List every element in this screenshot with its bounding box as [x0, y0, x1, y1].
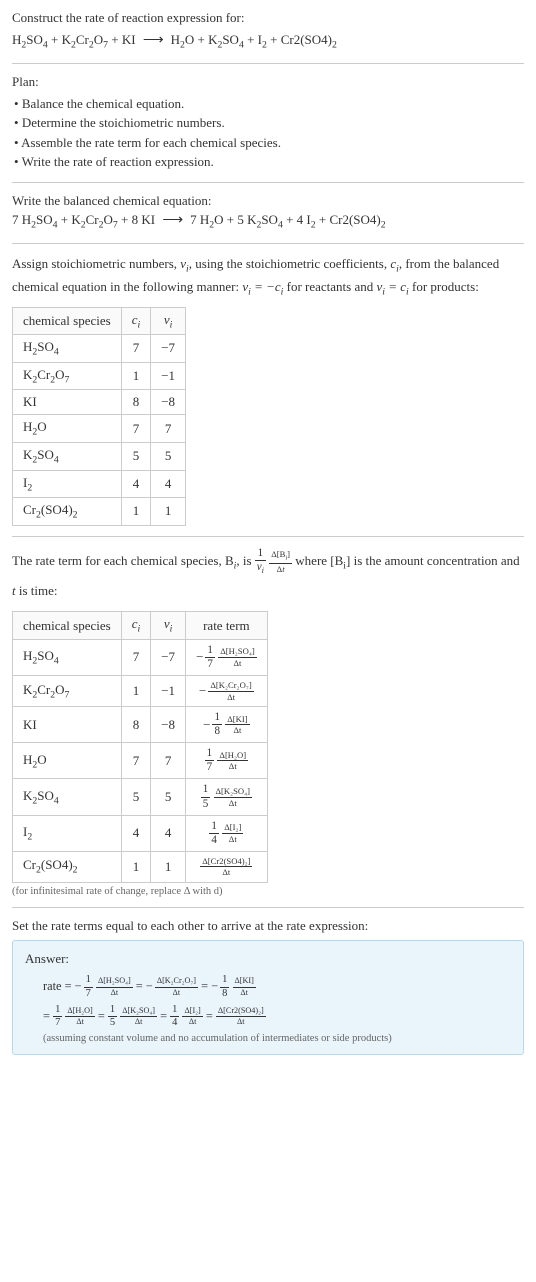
delta-frac: Δ[K₂Cr₂O₇]Δt: [155, 976, 198, 997]
coef-frac: 17: [53, 1004, 62, 1030]
coef-frac: 18: [220, 974, 229, 1000]
minus-sign: −: [75, 973, 82, 1000]
final-section: Set the rate terms equal to each other t…: [12, 918, 524, 1055]
unbalanced-equation: H2SO4 + K2Cr2O7 + KI ⟶ H2O + K2SO4 + I2 …: [12, 29, 524, 53]
table-header-row: chemical species ci νi rate term: [13, 612, 268, 640]
rate-term-cell: 14 Δ[I₂]Δt: [186, 815, 268, 851]
problem-header: Construct the rate of reaction expressio…: [12, 8, 524, 53]
final-intro: Set the rate terms equal to each other t…: [12, 918, 524, 934]
plan-section: Plan: • Balance the chemical equation. •…: [12, 74, 524, 172]
table-header-row: chemical species ci νi: [13, 307, 186, 335]
answer-label: Answer:: [25, 951, 511, 967]
rate-line: rate = −17 Δ[H₂SO₄]Δt = −Δ[K₂Cr₂O₇]Δt = …: [43, 973, 511, 1001]
table-row: H2SO47−7−17 Δ[H₂SO₄]Δt: [13, 639, 268, 675]
table-row: K2SO455: [13, 442, 186, 470]
table-row: K2Cr2O71−1: [13, 362, 186, 390]
rate-term-cell: −Δ[K₂Cr₂O₇]Δt: [186, 676, 268, 707]
divider: [12, 243, 524, 244]
rate-term-cell: Δ[Cr2(SO4)₂]Δt: [186, 851, 268, 882]
table-row: H2O7717 Δ[H₂O]Δt: [13, 743, 268, 779]
table-row: H2O77: [13, 415, 186, 443]
rate-expression: rate = −17 Δ[H₂SO₄]Δt = −Δ[K₂Cr₂O₇]Δt = …: [25, 973, 511, 1030]
table-row: K2SO45515 Δ[K₂SO₄]Δt: [13, 779, 268, 815]
table-row: KI8−8−18 Δ[KI]Δt: [13, 707, 268, 743]
stoich-table: chemical species ci νi H2SO47−7 K2Cr2O71…: [12, 307, 186, 526]
reaction-arrow-icon: ⟶: [139, 32, 168, 48]
col-species: chemical species: [13, 307, 122, 335]
col-ci: ci: [121, 307, 151, 335]
coef-frac: 15: [108, 1004, 117, 1030]
rate-term-cell: 15 Δ[K₂SO₄]Δt: [186, 779, 268, 815]
rate-line: = 17 Δ[H₂O]Δt = 15 Δ[K₂SO₄]Δt = 14 Δ[I₂]…: [43, 1003, 511, 1030]
balanced-section: Write the balanced chemical equation: 7 …: [12, 193, 524, 233]
coef-frac: 14: [170, 1004, 179, 1030]
answer-note: (assuming constant volume and no accumul…: [25, 1033, 511, 1044]
nu-symbol: νi: [180, 256, 189, 271]
reaction-arrow-icon: ⟶: [158, 212, 187, 228]
delta-frac: Δ[I₂]Δt: [182, 1006, 202, 1027]
delta-frac: Δ[H₂SO₄]Δt: [96, 976, 133, 997]
table-row: Cr2(SO4)211: [13, 498, 186, 526]
table-row: I244: [13, 470, 186, 498]
balanced-rhs: 7 H2O + 5 K2SO4 + 4 I2 + Cr2(SO4)2: [190, 212, 386, 227]
rate-term-cell: 17 Δ[H₂O]Δt: [186, 743, 268, 779]
table-row: KI8−8: [13, 390, 186, 415]
plan-item: • Write the rate of reaction expression.: [14, 152, 524, 172]
plan-item: • Balance the chemical equation.: [14, 94, 524, 114]
coef-frac: 17: [84, 974, 93, 1000]
rate-term-intro: The rate term for each chemical species,…: [12, 547, 524, 606]
eq-rhs: H2O + K2SO4 + I2 + Cr2(SO4)2: [171, 32, 337, 47]
plan-label: Plan:: [12, 74, 524, 90]
c-symbol: ci: [390, 256, 399, 271]
rate-term-cell: −18 Δ[KI]Δt: [186, 707, 268, 743]
stoich-section: Assign stoichiometric numbers, νi, using…: [12, 254, 524, 526]
plan-item: • Determine the stoichiometric numbers.: [14, 113, 524, 133]
delta-frac: Δ[Bi]Δt: [269, 549, 292, 575]
divider: [12, 63, 524, 64]
rate-term-table: chemical species ci νi rate term H2SO47−…: [12, 611, 268, 883]
minus-sign: −: [211, 973, 218, 1000]
balanced-label: Write the balanced chemical equation:: [12, 193, 524, 209]
delta-frac: Δ[KI]Δt: [233, 976, 256, 997]
plan-list: • Balance the chemical equation. • Deter…: [12, 94, 524, 172]
balanced-lhs: 7 H2SO4 + K2Cr2O7 + 8 KI: [12, 212, 155, 227]
table-row: H2SO47−7: [13, 335, 186, 363]
balanced-equation: 7 H2SO4 + K2Cr2O7 + 8 KI ⟶ 7 H2O + 5 K2S…: [12, 209, 524, 233]
divider: [12, 907, 524, 908]
infinitesimal-note: (for infinitesimal rate of change, repla…: [12, 886, 524, 897]
delta-frac: Δ[K₂SO₄]Δt: [120, 1006, 157, 1027]
rate-label: rate: [43, 979, 62, 993]
plan-item: • Assemble the rate term for each chemic…: [14, 133, 524, 153]
stoich-intro: Assign stoichiometric numbers, νi, using…: [12, 254, 524, 300]
coef-frac: 1νi: [255, 547, 266, 577]
table-row: Cr2(SO4)211Δ[Cr2(SO4)₂]Δt: [13, 851, 268, 882]
rate-term-cell: −17 Δ[H₂SO₄]Δt: [186, 639, 268, 675]
problem-title: Construct the rate of reaction expressio…: [12, 8, 524, 29]
rate-term-section: The rate term for each chemical species,…: [12, 547, 524, 897]
answer-box: Answer: rate = −17 Δ[H₂SO₄]Δt = −Δ[K₂Cr₂…: [12, 940, 524, 1055]
table-row: K2Cr2O71−1−Δ[K₂Cr₂O₇]Δt: [13, 676, 268, 707]
minus-sign: −: [146, 973, 153, 1000]
delta-frac: Δ[Cr2(SO4)₂]Δt: [216, 1006, 266, 1027]
divider: [12, 536, 524, 537]
table-row: I24414 Δ[I₂]Δt: [13, 815, 268, 851]
delta-frac: Δ[H₂O]Δt: [65, 1006, 94, 1027]
divider: [12, 182, 524, 183]
col-vi: νi: [151, 307, 186, 335]
eq-lhs: H2SO4 + K2Cr2O7 + KI: [12, 32, 136, 47]
